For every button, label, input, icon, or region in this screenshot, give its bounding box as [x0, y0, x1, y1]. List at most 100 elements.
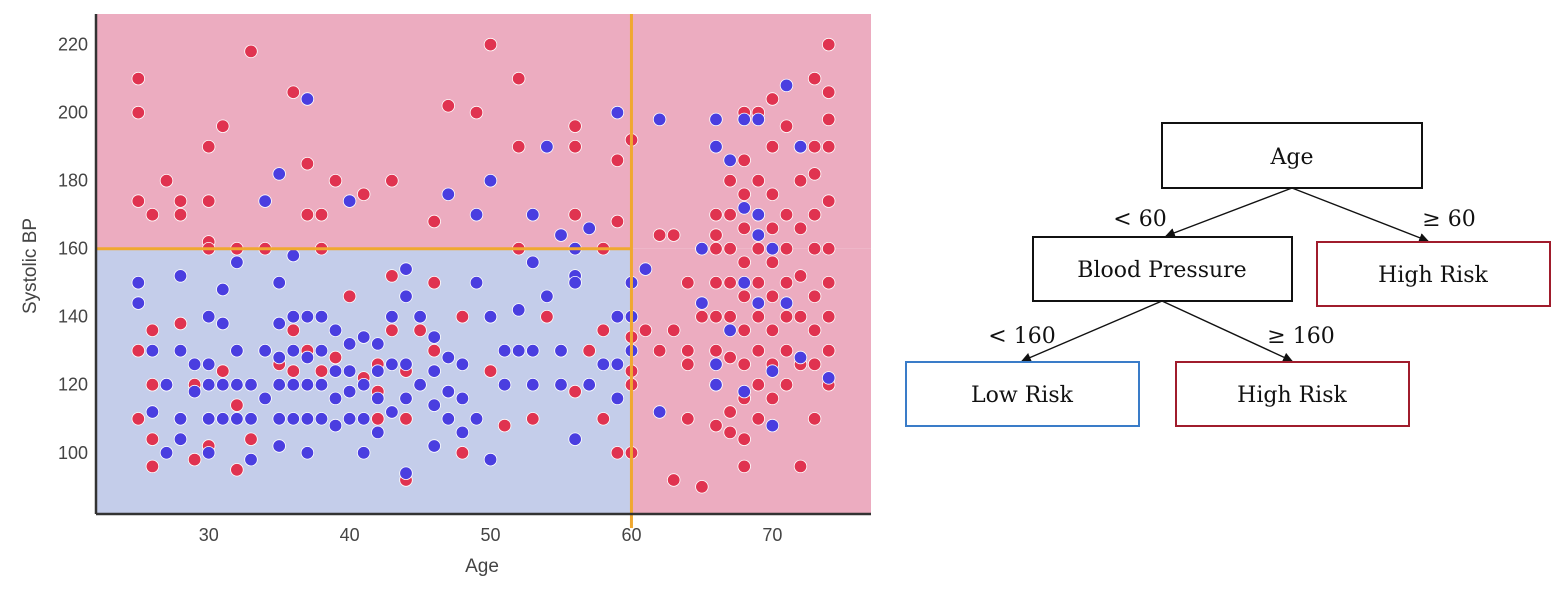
- data-point: [413, 323, 427, 338]
- data-point: [230, 463, 244, 477]
- data-point: [159, 378, 174, 392]
- data-point: [737, 187, 751, 202]
- data-point: [314, 310, 329, 324]
- data-point: [822, 276, 836, 290]
- data-point: [159, 446, 174, 460]
- data-point: [497, 344, 512, 358]
- data-point: [737, 221, 751, 236]
- data-point: [145, 207, 160, 222]
- axes: [94, 14, 871, 516]
- data-point: [596, 323, 611, 338]
- data-point: [244, 378, 258, 392]
- data-point: [568, 207, 582, 222]
- split-lines: [96, 14, 633, 528]
- data-point: [737, 255, 751, 269]
- data-point: [201, 139, 216, 154]
- edge-label-bp-right: ≥ 160: [1267, 324, 1334, 349]
- data-point: [723, 405, 737, 419]
- data-point: [610, 446, 625, 460]
- data-point: [441, 412, 456, 426]
- data-point: [173, 194, 188, 208]
- data-point: [314, 378, 329, 392]
- leaf-label: High Risk: [1237, 383, 1347, 408]
- data-point: [723, 241, 737, 256]
- data-point: [709, 276, 723, 290]
- tree-node-blood-pressure: Blood Pressure: [1032, 236, 1293, 302]
- node-label: Age: [1270, 145, 1314, 170]
- data-point: [751, 296, 766, 310]
- data-point: [300, 412, 315, 426]
- data-point: [652, 344, 667, 358]
- data-point: [751, 378, 766, 392]
- data-point: [145, 378, 160, 392]
- data-point: [272, 276, 286, 290]
- data-point: [695, 480, 709, 494]
- data-point: [709, 207, 723, 222]
- edge-bp-to-high-risk: [1161, 300, 1293, 362]
- decision-tree: Age < 60 ≥ 60 Blood Pressure High Risk <…: [905, 122, 1551, 427]
- data-point: [737, 112, 751, 127]
- leaf-label: Low Risk: [971, 383, 1074, 408]
- data-point: [822, 194, 836, 208]
- data-point: [793, 269, 808, 283]
- y-tick-label: 140: [58, 307, 88, 327]
- data-point: [526, 255, 540, 269]
- data-point: [216, 316, 230, 331]
- tree-leaf-low-risk: Low Risk: [905, 361, 1140, 427]
- leaf-box: [1175, 361, 1410, 427]
- data-point: [681, 412, 695, 426]
- data-point: [568, 432, 582, 446]
- data-point: [793, 459, 808, 474]
- data-point: [793, 221, 808, 236]
- leaf-box: [905, 361, 1140, 427]
- data-point: [357, 187, 371, 202]
- y-tick-label: 160: [58, 239, 88, 259]
- data-point: [173, 269, 188, 283]
- data-point: [145, 344, 160, 358]
- data-point: [737, 323, 751, 338]
- data-point: [300, 378, 315, 392]
- data-point: [216, 378, 230, 392]
- data-point: [131, 194, 146, 208]
- data-point: [328, 391, 343, 406]
- data-point: [371, 364, 385, 378]
- data-point: [737, 289, 751, 304]
- scatter-plot: 30 40 50 60 70 100 120 140 160 180 200 220 Age Syst…: [20, 14, 871, 577]
- data-point: [765, 187, 780, 202]
- data-point: [610, 214, 625, 229]
- data-point: [526, 412, 540, 426]
- data-point: [709, 139, 723, 154]
- data-point: [822, 112, 836, 127]
- data-point: [822, 344, 836, 358]
- data-point: [540, 139, 554, 154]
- edge-bp-to-low-risk: [1021, 300, 1163, 363]
- data-point: [793, 310, 808, 324]
- data-point: [751, 228, 766, 242]
- data-point: [216, 282, 230, 297]
- data-point: [779, 378, 794, 392]
- data-point: [695, 310, 709, 324]
- data-point: [695, 296, 709, 310]
- data-point: [822, 310, 836, 324]
- data-point: [667, 473, 681, 487]
- data-point: [779, 207, 794, 222]
- data-point: [483, 37, 498, 52]
- data-point: [512, 344, 526, 358]
- data-point: [286, 85, 301, 99]
- data-point: [455, 310, 470, 324]
- data-point: [399, 262, 413, 276]
- data-point: [807, 412, 822, 426]
- data-point: [300, 350, 315, 365]
- data-point: [357, 378, 371, 392]
- data-point: [723, 425, 737, 440]
- data-point: [342, 364, 357, 378]
- data-point: [441, 187, 456, 202]
- data-point: [300, 92, 315, 106]
- data-point: [427, 330, 441, 344]
- data-point: [258, 391, 272, 406]
- data-point: [526, 378, 540, 392]
- data-point: [173, 344, 188, 358]
- data-point: [427, 276, 441, 290]
- data-point: [286, 310, 301, 324]
